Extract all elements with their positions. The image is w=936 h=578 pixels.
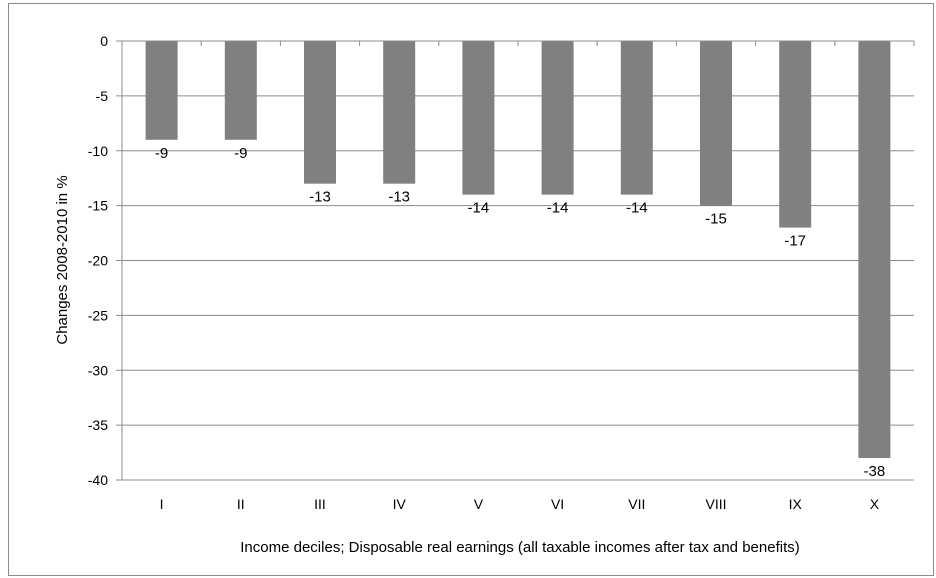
bar-III	[304, 41, 336, 184]
x-tick-label-IV: IV	[393, 496, 407, 512]
y-axis-title: Changes 2008-2010 in %	[54, 175, 71, 344]
x-tick-label-I: I	[160, 496, 164, 512]
y-tick-labels: 0 -5 -10 -15 -20 -25 -30 -35 -40	[88, 33, 108, 488]
bars	[145, 41, 891, 459]
x-tick-labels: I II III IV V VI VII VIII IX X	[160, 496, 880, 512]
y-tick-label: -15	[88, 198, 108, 214]
x-tick-label-IX: IX	[789, 496, 803, 512]
data-label-IV: -13	[388, 189, 410, 206]
bar-V	[462, 41, 495, 195]
y-tick-label: 0	[100, 33, 108, 49]
bar-II	[224, 41, 257, 140]
bar-I	[145, 41, 178, 140]
data-label-X: -38	[864, 463, 886, 480]
x-tick-label-V: V	[474, 496, 484, 512]
bar-IV	[383, 41, 416, 184]
bar-VII	[620, 41, 653, 195]
x-tick-label-VI: VI	[551, 496, 564, 512]
bar-X	[858, 41, 891, 459]
x-tick-label-III: III	[314, 496, 326, 512]
y-tick-label: -20	[88, 253, 108, 269]
data-label-I: -9	[155, 145, 168, 162]
x-tick-label-X: X	[870, 496, 880, 512]
axes	[116, 40, 915, 481]
data-label-VIII: -15	[705, 211, 727, 228]
bar-IX	[779, 41, 812, 228]
y-tick-label: -30	[88, 362, 108, 378]
y-tick-label: -25	[88, 307, 108, 323]
y-tick-label: -10	[88, 143, 108, 159]
y-tick-label: -5	[96, 88, 109, 104]
bar-VI	[541, 41, 574, 195]
x-tick-label-VIII: VIII	[705, 496, 726, 512]
data-label-V: -14	[468, 200, 490, 217]
data-label-VI: -14	[547, 200, 569, 217]
bar-VIII	[700, 41, 732, 206]
data-label-III: -13	[309, 189, 331, 206]
data-labels: -9 -9 -13 -13 -14 -14 -14 -15 -17 -38	[155, 145, 885, 480]
y-tick-label: -40	[88, 472, 108, 488]
x-tick-label-VII: VII	[628, 496, 645, 512]
x-axis-title: Income deciles; Disposable real earnings…	[240, 539, 799, 556]
x-tick-label-II: II	[237, 496, 245, 512]
data-label-VII: -14	[626, 200, 648, 217]
y-tick-label: -35	[88, 417, 108, 433]
data-label-IX: -17	[784, 233, 806, 250]
data-label-II: -9	[234, 145, 247, 162]
